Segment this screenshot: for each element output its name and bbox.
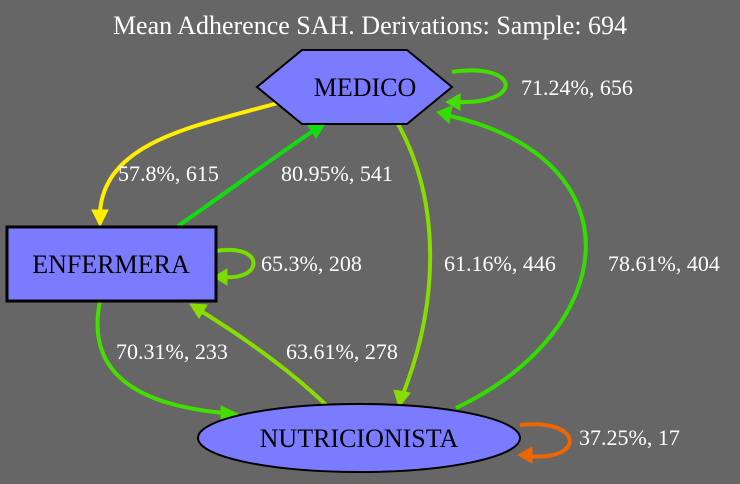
edge-nutricionista-medico <box>436 105 588 410</box>
node-medico-label: MEDICO <box>314 73 417 102</box>
node-nutricionista[interactable]: NUTRICIONISTA <box>197 403 521 473</box>
edge-medico-nutricionista <box>393 123 433 409</box>
edge-enfermera-self <box>213 247 256 286</box>
edge-label-medico-nutricionista: 61.16%, 446 <box>444 251 556 276</box>
edge-label-nutricionista-medico: 78.61%, 404 <box>608 251 720 276</box>
edge-label-enfermera-medico: 80.95%, 541 <box>281 161 393 186</box>
edge-medico-self <box>444 68 508 111</box>
node-medico[interactable]: MEDICO <box>255 49 454 125</box>
edge-nutricionista-self <box>516 422 572 464</box>
edge-label-medico-enfermera: 57.8%, 615 <box>118 161 219 186</box>
node-enfermera-label: ENFERMERA <box>32 250 190 279</box>
edge-label-medico-self: 71.24%, 656 <box>521 75 633 100</box>
node-enfermera[interactable]: ENFERMERA <box>5 225 218 303</box>
graph-title: Mean Adherence SAH. Derivations: Sample:… <box>113 11 627 40</box>
edge-label-nutricionista-enfermera: 63.61%, 278 <box>286 339 398 364</box>
edge-medico-enfermera <box>91 101 279 228</box>
edge-label-enfermera-nutricionista: 70.31%, 233 <box>116 339 228 364</box>
edge-label-enfermera-self: 65.3%, 208 <box>261 251 362 276</box>
edge-nutricionista-enfermera <box>189 303 328 407</box>
node-nutricionista-label: NUTRICIONISTA <box>260 424 459 453</box>
edge-label-nutricionista-self: 37.25%, 17 <box>579 425 680 450</box>
